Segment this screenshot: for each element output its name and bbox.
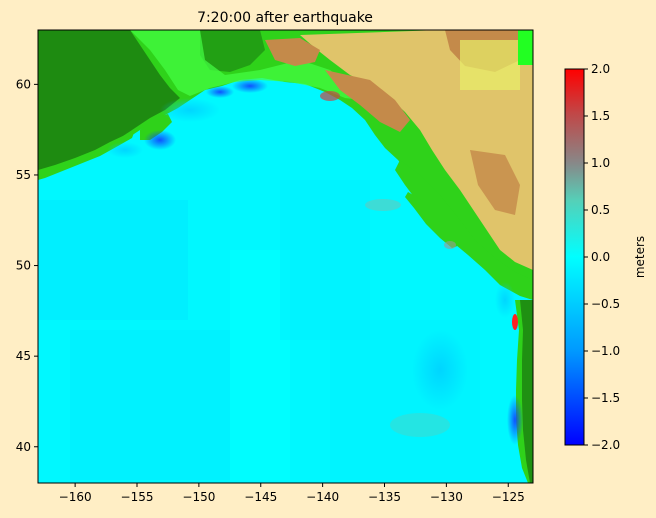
y-tick-label: 60 [16,77,31,91]
land-mountain-4 [470,150,520,215]
y-tick-label: 50 [16,259,31,273]
wave-neg-5 [160,98,220,122]
land-coast-strip [395,160,533,300]
wave-pos-1 [320,91,340,101]
colorbar-tick-label: 1.5 [591,109,610,123]
wave-patch-3 [230,250,290,480]
wave-neg-8 [412,330,468,410]
wave-pos-2 [512,314,518,330]
y-axis: 60 55 50 45 40 [16,77,38,454]
colorbar-tick-label: −1.5 [591,391,620,405]
wave-patch-4 [280,180,370,340]
land-coast-south-forest [520,300,533,483]
land-forest [38,30,180,176]
map-panel [38,30,533,483]
colorbar-tick-label: −2.0 [591,438,620,452]
wave-neg-3 [144,130,176,150]
wave-neg-4 [107,142,143,158]
colorbar-tick-label: −1.0 [591,344,620,358]
x-tick-label: −160 [59,490,92,504]
wave-neg-2 [206,86,234,98]
x-tick-label: −145 [244,490,277,504]
x-tick-label: −150 [182,490,215,504]
colorbar: 2.0 1.5 1.0 0.5 0.0 −0.5 −1.0 −1.5 −2.0 meters [564,62,647,452]
wave-neg-6 [507,395,523,445]
wave-neg-7 [495,282,515,318]
colorbar-tick-label: 1.0 [591,156,610,170]
wave-pos-5 [390,413,450,437]
land-mountain-2 [325,70,410,132]
colorbar-tick-label: 0.0 [591,250,610,264]
x-tick-label: −130 [430,490,463,504]
x-tick-label: −135 [368,490,401,504]
colorbar-scale [564,68,585,446]
colorbar-label: meters [633,236,647,278]
y-tick-label: 40 [16,440,31,454]
map-title: 7:20:00 after earthquake [197,10,373,26]
colorbar-tick-label: −0.5 [591,297,620,311]
land-pale-1 [460,40,520,90]
vancouver-island [405,192,460,248]
map-frame [37,29,534,484]
land-mountain-1 [265,38,320,66]
wave-neg-1 [232,79,268,93]
wave-pos-3 [444,241,456,249]
wave-pos-4 [365,199,401,211]
alaska-peninsula [38,130,135,180]
colorbar-ticks: 2.0 1.5 1.0 0.5 0.0 −0.5 −1.0 −1.5 −2.0 [584,62,620,452]
land-forest-2 [200,30,265,72]
x-tick-label: −155 [121,490,154,504]
y-tick-label: 45 [16,349,31,363]
wave-patch-2 [70,330,250,480]
x-axis: −160 −155 −150 −145 −140 −135 −130 −125 [59,483,525,504]
x-tick-label: −140 [306,490,339,504]
colorbar-tick-label: 0.5 [591,203,610,217]
land-bright [130,30,360,100]
wave-patch-1 [38,200,188,320]
land-bright-ne [518,30,533,65]
x-tick-label: −125 [492,490,525,504]
y-tick-label: 55 [16,168,31,182]
colorbar-tick-label: 2.0 [591,62,610,76]
land-mainland [38,30,533,483]
